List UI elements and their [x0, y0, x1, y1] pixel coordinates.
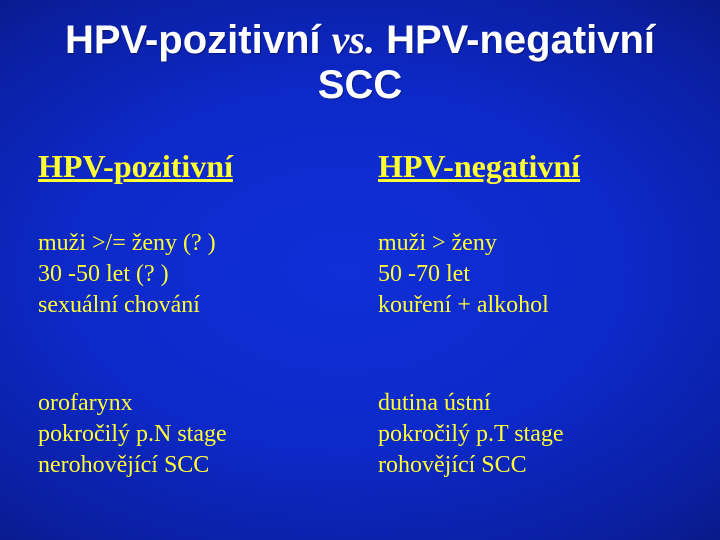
right-block-2: dutina ústní pokročilý p.T stage rohověj… — [378, 388, 564, 482]
left-block-1: muži >/= ženy (? ) 30 -50 let (? ) sexuá… — [38, 228, 216, 322]
title-part2: HPV-negativní — [386, 18, 655, 62]
title-line2: SCC — [318, 63, 402, 107]
right-block-1: muži > ženy 50 -70 let kouření + alkohol — [378, 228, 549, 322]
title-vs: vs. — [332, 17, 375, 62]
left-b2-l2: pokročilý p.N stage — [38, 419, 227, 450]
left-b1-l3: sexuální chování — [38, 290, 216, 321]
title-part1: HPV-pozitivní — [65, 18, 321, 62]
slide-title: HPV-pozitivní vs. HPV-negativní SCC — [0, 18, 720, 108]
col-header-left: HPV-pozitivní — [38, 148, 233, 185]
right-b2-l3: rohovějící SCC — [378, 450, 564, 481]
left-b2-l1: orofarynx — [38, 388, 227, 419]
left-b1-l1: muži >/= ženy (? ) — [38, 228, 216, 259]
right-b2-l2: pokročilý p.T stage — [378, 419, 564, 450]
right-b1-l2: 50 -70 let — [378, 259, 549, 290]
left-block-2: orofarynx pokročilý p.N stage nerohovějí… — [38, 388, 227, 482]
left-b2-l3: nerohovějící SCC — [38, 450, 227, 481]
right-b1-l3: kouření + alkohol — [378, 290, 549, 321]
col-header-right: HPV-negativní — [378, 148, 580, 185]
right-b1-l1: muži > ženy — [378, 228, 549, 259]
left-b1-l2: 30 -50 let (? ) — [38, 259, 216, 290]
right-b2-l1: dutina ústní — [378, 388, 564, 419]
